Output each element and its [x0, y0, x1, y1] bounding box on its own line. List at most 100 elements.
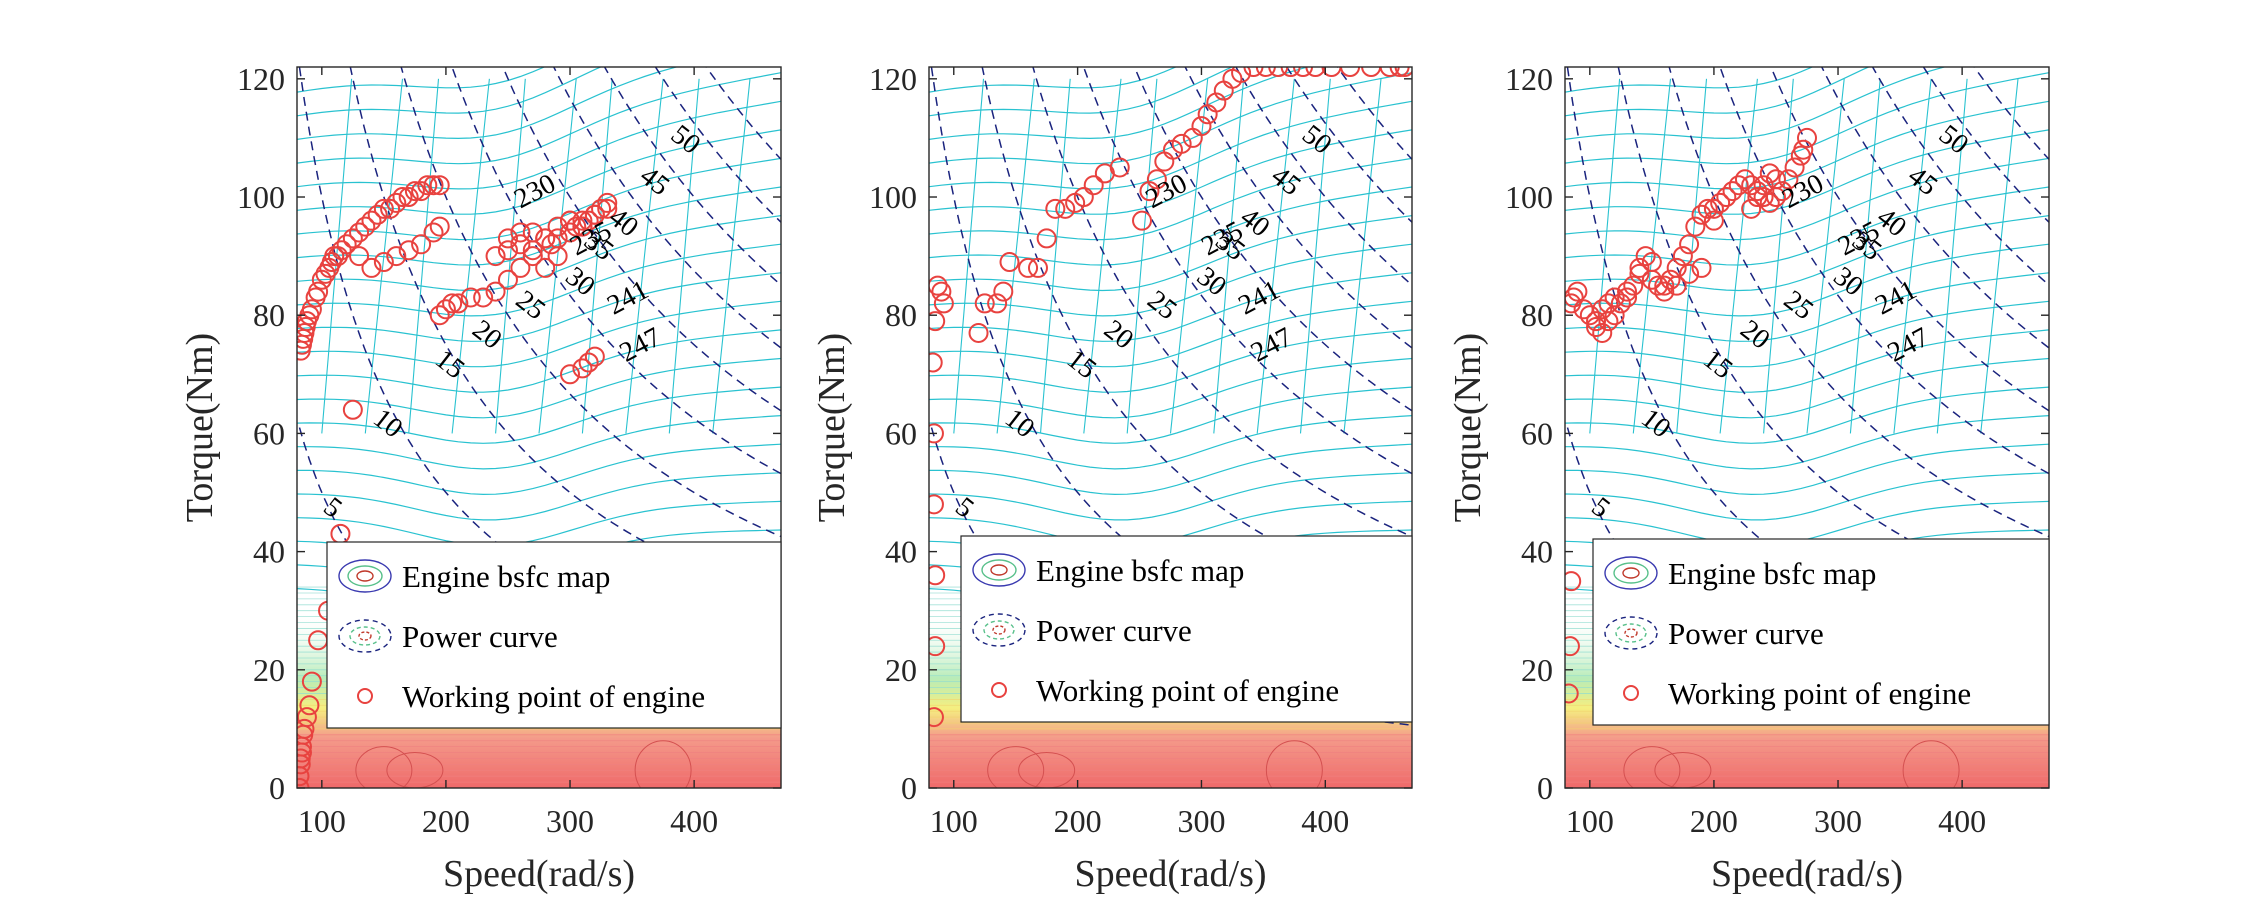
- power-curve-label: 15: [429, 344, 470, 386]
- bsfc-contour-line: [953, 78, 985, 434]
- bsfc-contour-line: [1565, 272, 2049, 342]
- working-point: [1565, 636, 1580, 657]
- bsfc-contour-line: [1565, 67, 1947, 140]
- working-point: [361, 210, 382, 231]
- bsfc-icon-ring: [990, 564, 1008, 576]
- power-curve-line: [1871, 67, 2049, 286]
- dashed-ellipse-icon: [338, 619, 392, 653]
- bsfc-contour-line: [364, 78, 404, 434]
- working-point: [429, 305, 450, 326]
- bsfc-contour-line: [625, 78, 664, 434]
- bsfc-ellipse-icon: [338, 559, 392, 593]
- working-point: [349, 222, 370, 243]
- y-tick-label: 100: [869, 179, 917, 215]
- legend: Engine bsfc map Power curve Working point …: [326, 541, 782, 729]
- bsfc-contour-line: [297, 472, 781, 521]
- working-point: [1361, 67, 1382, 77]
- bsfc-contour-line: [1565, 300, 2049, 368]
- working-point: [1146, 169, 1167, 190]
- x-tick-label: 200: [1054, 803, 1102, 839]
- working-point: [342, 228, 363, 249]
- x-tick-label: 100: [1566, 803, 1614, 839]
- bsfc-icon-ring: [1613, 562, 1649, 584]
- working-point: [1604, 287, 1625, 308]
- power-curve-line: [654, 67, 781, 223]
- power-curve-label: 10: [1635, 403, 1676, 445]
- working-point: [929, 275, 948, 296]
- x-tick-label: 300: [546, 803, 594, 839]
- working-point: [510, 257, 531, 278]
- working-point: [373, 252, 394, 273]
- working-point: [1389, 67, 1410, 77]
- legend-box: [326, 541, 782, 729]
- legend-label: Engine bsfc map: [1668, 556, 1876, 591]
- power-curve-label: 20: [1734, 314, 1775, 356]
- working-point: [1579, 305, 1600, 326]
- working-point: [1598, 293, 1619, 314]
- working-point: [392, 187, 413, 208]
- working-point: [547, 246, 568, 267]
- working-point: [311, 269, 332, 290]
- bsfc-contour-line: [929, 129, 1412, 215]
- working-point: [510, 222, 531, 243]
- working-point: [1772, 181, 1793, 202]
- bsfc-label: 247: [615, 322, 667, 369]
- working-point: [1340, 67, 1361, 77]
- bsfc-contour-line: [929, 72, 1412, 165]
- working-point: [1629, 263, 1650, 284]
- power-icon-ring: [358, 631, 372, 641]
- power-icon-ring: [1615, 623, 1647, 643]
- working-point: [541, 234, 562, 255]
- bsfc-ellipse-icon: [1604, 556, 1658, 590]
- bsfc-bump: [1018, 752, 1076, 788]
- working-point: [423, 222, 444, 243]
- bsfc-contour-line: [1936, 78, 1968, 434]
- working-point: [1691, 257, 1712, 278]
- working-point: [1703, 210, 1724, 231]
- y-tick-label: 40: [253, 534, 285, 570]
- legend-box: [960, 535, 1413, 723]
- bsfc-contour-line: [1893, 78, 1932, 434]
- working-point: [497, 269, 518, 290]
- bsfc-bump: [634, 740, 692, 788]
- power-curve-label: 50: [1933, 119, 1974, 161]
- working-point: [417, 175, 438, 196]
- marker-icon-circle: [357, 688, 373, 704]
- working-point: [1672, 246, 1693, 267]
- bsfc-contour-line: [297, 386, 781, 444]
- bsfc-contour-line: [1565, 67, 1871, 117]
- x-axis-label: Speed(rad/s): [1074, 853, 1266, 895]
- bsfc-contour-line: [1565, 100, 2049, 190]
- power-icon-ring: [983, 620, 1015, 640]
- working-point: [1641, 252, 1662, 273]
- bsfc-contour-line: [1565, 415, 2049, 470]
- bsfc-contour-line: [1565, 386, 2049, 444]
- bsfc-ellipse-icon: [972, 553, 1026, 587]
- bsfc-contour-line: [712, 78, 751, 434]
- bsfc-contour-line: [1565, 243, 2049, 317]
- y-tick-label: 20: [1521, 652, 1553, 688]
- y-axis-label: Torque(Nm): [1447, 333, 1489, 522]
- working-point: [1753, 175, 1774, 196]
- working-point: [386, 192, 407, 213]
- power-curve-label: 50: [665, 119, 706, 161]
- power-curve-line: [451, 67, 781, 475]
- working-point: [1206, 92, 1227, 113]
- working-point: [1710, 192, 1731, 213]
- power-curve-line: [1285, 67, 1412, 223]
- working-point: [1083, 175, 1104, 196]
- working-point: [349, 246, 370, 267]
- x-tick-label: 200: [1690, 803, 1738, 839]
- working-point: [497, 228, 518, 249]
- legend-label: Working point of engine: [1668, 676, 1971, 711]
- y-tick-label: 120: [237, 61, 285, 97]
- y-tick-label: 100: [237, 179, 285, 215]
- bsfc-contour-line: [451, 78, 490, 434]
- working-point: [1784, 157, 1805, 178]
- power-icon-ring: [338, 619, 392, 653]
- working-point: [1741, 175, 1762, 196]
- bsfc-bump: [386, 752, 444, 788]
- working-point: [1321, 67, 1342, 77]
- working-point: [597, 198, 618, 219]
